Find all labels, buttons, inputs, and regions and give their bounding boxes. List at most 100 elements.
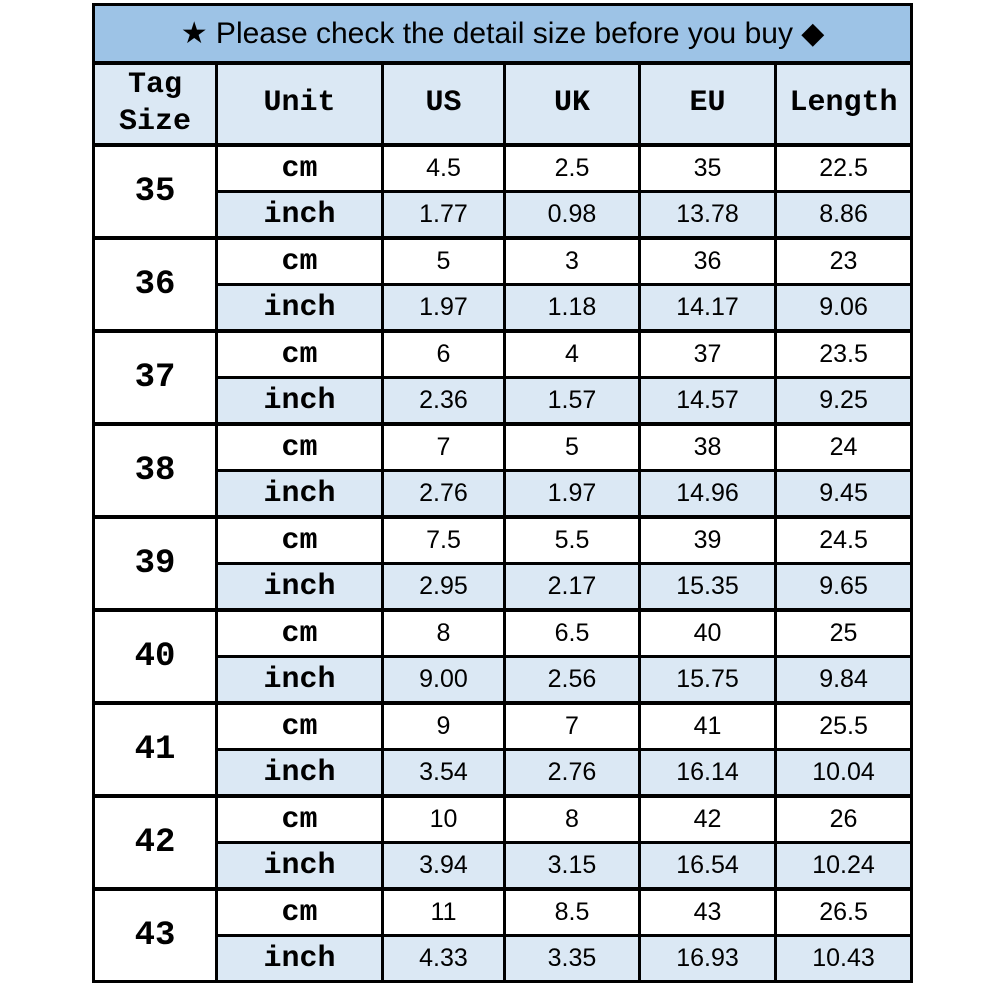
size-37-inch-row: inch 2.36 1.57 14.57 9.25 xyxy=(94,376,914,426)
us-cm-value: 8 xyxy=(381,608,506,658)
banner-row: ★ Please check the detail size before yo… xyxy=(91,3,914,65)
size-35-inch-row: inch 1.77 0.98 13.78 8.86 xyxy=(94,190,914,240)
uk-inch-value: 3.15 xyxy=(503,841,641,891)
eu-inch-value: 16.54 xyxy=(638,841,777,891)
us-inch-value: 1.77 xyxy=(381,190,506,240)
uk-cm-value: 5.5 xyxy=(503,515,641,565)
length-inch-value: 9.65 xyxy=(773,562,914,612)
length-inch-value: 9.84 xyxy=(773,655,914,705)
length-cm-value: 26.5 xyxy=(773,887,914,937)
eu-cm-value: 43 xyxy=(638,887,777,937)
unit-label-inch: inch xyxy=(215,562,384,612)
tag-size-value: 40 xyxy=(92,608,218,705)
size-41-inch-row: inch 3.54 2.76 16.14 10.04 xyxy=(94,748,914,798)
column-header-row: Tag Size Unit US UK EU Length xyxy=(92,61,914,147)
unit-label-inch: inch xyxy=(215,841,384,891)
us-cm-value: 7.5 xyxy=(381,515,506,565)
us-cm-value: 4.5 xyxy=(381,143,506,193)
unit-label-inch: inch xyxy=(215,748,384,798)
uk-cm-value: 7 xyxy=(503,701,641,751)
us-cm-value: 5 xyxy=(381,236,506,286)
unit-label-cm: cm xyxy=(215,701,384,751)
eu-cm-value: 35 xyxy=(638,143,777,193)
size-43-inch-row: inch 4.33 3.35 16.93 10.43 xyxy=(94,934,914,983)
uk-cm-value: 8.5 xyxy=(503,887,641,937)
eu-cm-value: 42 xyxy=(638,794,777,844)
uk-cm-value: 5 xyxy=(503,422,641,472)
us-cm-value: 11 xyxy=(381,887,506,937)
uk-inch-value: 1.18 xyxy=(503,283,641,333)
length-inch-value: 10.24 xyxy=(773,841,914,891)
uk-inch-value: 2.56 xyxy=(503,655,641,705)
size-42-cm-row: 42 cm 10 8 42 26 xyxy=(92,794,914,891)
size-39-inch-row: inch 2.95 2.17 15.35 9.65 xyxy=(94,562,914,612)
col-header-uk: UK xyxy=(503,61,641,147)
uk-cm-value: 6.5 xyxy=(503,608,641,658)
us-inch-value: 2.36 xyxy=(381,376,506,426)
us-cm-value: 10 xyxy=(381,794,506,844)
us-inch-value: 1.97 xyxy=(381,283,506,333)
uk-inch-value: 2.17 xyxy=(503,562,641,612)
tag-size-value: 37 xyxy=(92,329,218,426)
length-cm-value: 23 xyxy=(773,236,914,286)
unit-label-inch: inch xyxy=(215,934,384,983)
tag-size-value: 36 xyxy=(92,236,218,333)
unit-label-inch: inch xyxy=(215,655,384,705)
tag-size-value: 41 xyxy=(92,701,218,798)
length-inch-value: 9.06 xyxy=(773,283,914,333)
unit-label-cm: cm xyxy=(215,608,384,658)
length-cm-value: 24.5 xyxy=(773,515,914,565)
unit-label-cm: cm xyxy=(215,143,384,193)
banner-title: ★ Please check the detail size before yo… xyxy=(91,3,914,65)
unit-label-cm: cm xyxy=(215,422,384,472)
size-36-cm-row: 36 cm 5 3 36 23 xyxy=(92,236,914,333)
length-cm-value: 22.5 xyxy=(773,143,914,193)
size-chart: ★ Please check the detail size before yo… xyxy=(91,3,914,983)
unit-label-cm: cm xyxy=(215,794,384,844)
tag-size-value: 39 xyxy=(92,515,218,612)
eu-inch-value: 13.78 xyxy=(638,190,777,240)
length-inch-value: 9.45 xyxy=(773,469,914,519)
eu-cm-value: 39 xyxy=(638,515,777,565)
eu-inch-value: 16.93 xyxy=(638,934,777,983)
eu-inch-value: 16.14 xyxy=(638,748,777,798)
unit-label-inch: inch xyxy=(215,283,384,333)
us-inch-value: 4.33 xyxy=(381,934,506,983)
eu-inch-value: 14.57 xyxy=(638,376,777,426)
eu-inch-value: 14.17 xyxy=(638,283,777,333)
us-inch-value: 9.00 xyxy=(381,655,506,705)
size-36-inch-row: inch 1.97 1.18 14.17 9.06 xyxy=(94,283,914,333)
unit-label-cm: cm xyxy=(215,329,384,379)
size-table-body: 35 cm 4.5 2.5 35 22.5 inch 1.77 0.98 13.78 8.86 36 c… xyxy=(92,143,914,983)
eu-cm-value: 37 xyxy=(638,329,777,379)
col-header-us: US xyxy=(381,61,506,147)
length-cm-value: 24 xyxy=(773,422,914,472)
unit-label-inch: inch xyxy=(215,376,384,426)
uk-cm-value: 2.5 xyxy=(503,143,641,193)
length-cm-value: 25.5 xyxy=(773,701,914,751)
size-40-inch-row: inch 9.00 2.56 15.75 9.84 xyxy=(94,655,914,705)
uk-inch-value: 2.76 xyxy=(503,748,641,798)
size-39-cm-row: 39 cm 7.5 5.5 39 24.5 xyxy=(92,515,914,612)
uk-inch-value: 3.35 xyxy=(503,934,641,983)
col-header-unit: Unit xyxy=(215,61,384,147)
eu-cm-value: 38 xyxy=(638,422,777,472)
us-inch-value: 2.95 xyxy=(381,562,506,612)
length-inch-value: 8.86 xyxy=(773,190,914,240)
size-35-cm-row: 35 cm 4.5 2.5 35 22.5 xyxy=(92,143,914,240)
eu-inch-value: 14.96 xyxy=(638,469,777,519)
us-cm-value: 7 xyxy=(381,422,506,472)
eu-cm-value: 40 xyxy=(638,608,777,658)
eu-inch-value: 15.35 xyxy=(638,562,777,612)
unit-label-cm: cm xyxy=(215,515,384,565)
uk-inch-value: 1.97 xyxy=(503,469,641,519)
length-cm-value: 23.5 xyxy=(773,329,914,379)
unit-label-cm: cm xyxy=(215,236,384,286)
col-header-length: Length xyxy=(773,61,914,147)
length-cm-value: 25 xyxy=(773,608,914,658)
col-header-eu: EU xyxy=(638,61,777,147)
uk-cm-value: 4 xyxy=(503,329,641,379)
uk-cm-value: 8 xyxy=(503,794,641,844)
unit-label-inch: inch xyxy=(215,190,384,240)
us-inch-value: 3.94 xyxy=(381,841,506,891)
